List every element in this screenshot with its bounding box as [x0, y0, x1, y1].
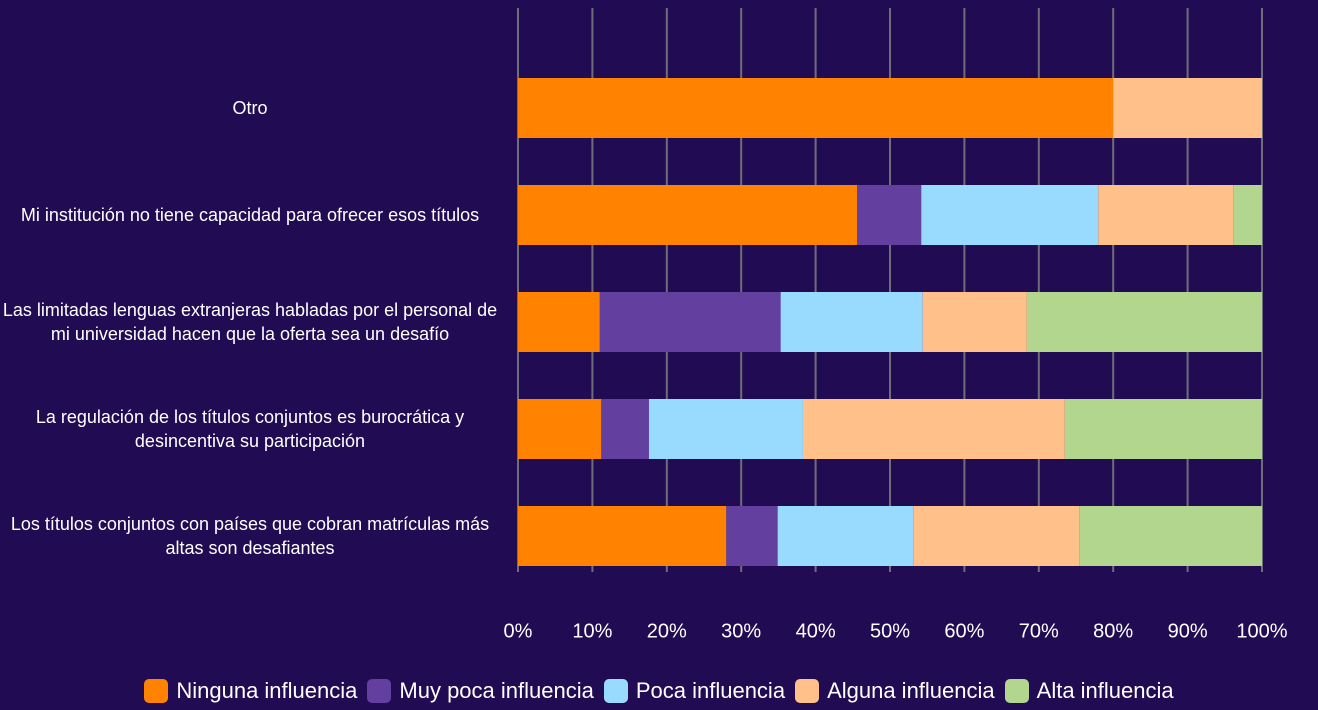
legend-swatch [367, 679, 392, 703]
bar-segment [922, 292, 1027, 352]
bar-segment [599, 292, 781, 352]
legend-item: Ninguna influencia [144, 678, 357, 704]
legend-swatch [795, 679, 820, 703]
bar-segment [518, 78, 1114, 138]
bar-segment [1079, 506, 1262, 566]
bar-segment [802, 399, 1065, 459]
legend-item: Muy poca influencia [367, 678, 594, 704]
bar-segment [726, 506, 778, 566]
category-label: Las limitadas lenguas extranjeras hablad… [2, 300, 498, 344]
x-tick-label: 40% [796, 620, 836, 642]
legend-label: Muy poca influencia [399, 678, 594, 703]
bar-segment [1233, 185, 1262, 245]
bar-segment [1098, 185, 1234, 245]
bar-segment [601, 399, 649, 459]
category-label: Mi institución no tiene capacidad para o… [20, 205, 480, 225]
bar-segment [518, 185, 858, 245]
bar-segment [518, 506, 727, 566]
bar-segment [780, 292, 923, 352]
x-tick-label: 60% [944, 620, 984, 642]
bar-segment [857, 185, 922, 245]
legend-label: Alta influencia [1036, 678, 1174, 703]
x-tick-label: 30% [721, 620, 761, 642]
bar-segment [777, 506, 914, 566]
x-tick-label: 100% [1236, 620, 1287, 642]
x-tick-label: 0% [504, 620, 533, 642]
bar-segment [1113, 78, 1262, 138]
category-label: Los títulos conjuntos con países que cob… [10, 514, 490, 558]
bar-segment [1026, 292, 1262, 352]
bar-segment [518, 399, 602, 459]
bar-segment [1064, 399, 1262, 459]
bar-segment [648, 399, 803, 459]
bar-segment [518, 292, 600, 352]
bar-segment [921, 185, 1099, 245]
category-label: Otro [232, 98, 268, 118]
x-tick-label: 80% [1093, 620, 1133, 642]
legend-label: Alguna influencia [827, 678, 995, 703]
x-tick-label: 90% [1168, 620, 1208, 642]
legend-label: Ninguna influencia [176, 678, 358, 703]
legend-swatch [144, 679, 169, 703]
category-label: La regulación de los títulos conjuntos e… [35, 407, 465, 451]
legend-swatch [603, 679, 628, 703]
x-tick-label: 10% [572, 620, 612, 642]
bar-segment [913, 506, 1080, 566]
legend-label: Poca influencia [635, 678, 786, 703]
legend-swatch [1004, 679, 1029, 703]
legend-item: Alguna influencia [795, 678, 995, 704]
x-tick-label: 20% [647, 620, 687, 642]
legend-item: Poca influencia [603, 678, 786, 704]
legend: Ninguna influencia Muy poca influencia Poc… [0, 678, 1318, 704]
legend-item: Alta influencia [1004, 678, 1174, 704]
x-tick-label: 70% [1019, 620, 1059, 642]
x-tick-label: 50% [870, 620, 910, 642]
